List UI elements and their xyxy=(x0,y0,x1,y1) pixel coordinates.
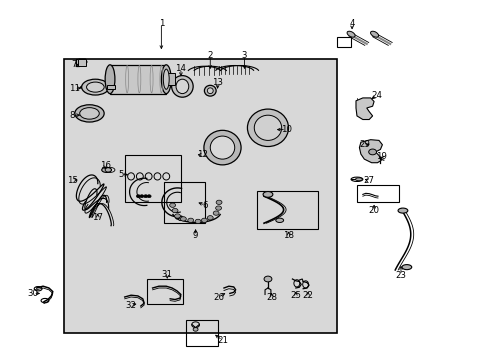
Ellipse shape xyxy=(254,115,281,140)
Ellipse shape xyxy=(80,108,99,119)
Bar xyxy=(337,37,350,47)
Ellipse shape xyxy=(201,218,207,222)
Text: 7: 7 xyxy=(71,60,77,69)
Ellipse shape xyxy=(180,217,186,221)
Text: 5: 5 xyxy=(118,170,124,179)
Text: 26: 26 xyxy=(213,292,224,302)
Text: 12: 12 xyxy=(197,150,208,159)
Text: 32: 32 xyxy=(125,301,136,310)
Polygon shape xyxy=(355,98,373,120)
Ellipse shape xyxy=(178,216,183,221)
Text: 27: 27 xyxy=(363,176,374,185)
Text: 14: 14 xyxy=(175,64,186,73)
Text: 13: 13 xyxy=(212,78,223,87)
Ellipse shape xyxy=(143,195,147,198)
Text: 25: 25 xyxy=(290,292,301,300)
Bar xyxy=(124,155,181,202)
Ellipse shape xyxy=(136,195,140,198)
Ellipse shape xyxy=(397,208,407,213)
Ellipse shape xyxy=(216,200,222,204)
Text: 18: 18 xyxy=(283,231,293,240)
Ellipse shape xyxy=(370,31,378,37)
Ellipse shape xyxy=(169,203,175,207)
Ellipse shape xyxy=(75,105,104,122)
Bar xyxy=(163,182,205,223)
Ellipse shape xyxy=(401,265,411,270)
Ellipse shape xyxy=(264,276,271,282)
Text: 23: 23 xyxy=(395,271,406,280)
Text: 4: 4 xyxy=(348,19,354,28)
Ellipse shape xyxy=(368,149,376,155)
Ellipse shape xyxy=(204,85,216,96)
Ellipse shape xyxy=(105,65,115,94)
Ellipse shape xyxy=(213,211,219,215)
Ellipse shape xyxy=(187,218,193,222)
Bar xyxy=(256,191,317,229)
Text: 15: 15 xyxy=(67,176,78,185)
Text: 31: 31 xyxy=(162,270,172,279)
Bar xyxy=(106,85,115,89)
Text: 3: 3 xyxy=(241,51,247,60)
Text: 1: 1 xyxy=(158,19,164,28)
Bar xyxy=(166,73,175,85)
Text: 29: 29 xyxy=(358,140,369,149)
Ellipse shape xyxy=(147,195,151,198)
Ellipse shape xyxy=(275,218,283,222)
Ellipse shape xyxy=(81,79,109,95)
Ellipse shape xyxy=(140,195,143,198)
Ellipse shape xyxy=(195,219,201,224)
Ellipse shape xyxy=(86,82,104,92)
Bar xyxy=(110,65,166,94)
Ellipse shape xyxy=(171,76,193,97)
Ellipse shape xyxy=(102,167,111,172)
Text: 24: 24 xyxy=(370,91,381,100)
Ellipse shape xyxy=(215,206,221,210)
Ellipse shape xyxy=(172,208,178,213)
Text: 20: 20 xyxy=(368,206,379,215)
Ellipse shape xyxy=(161,65,171,94)
Ellipse shape xyxy=(210,136,234,159)
Polygon shape xyxy=(359,140,382,163)
Text: 30: 30 xyxy=(28,289,39,298)
Ellipse shape xyxy=(263,192,272,197)
Text: 9: 9 xyxy=(193,231,198,240)
Ellipse shape xyxy=(247,109,288,147)
Text: 6: 6 xyxy=(202,201,208,210)
Text: 21: 21 xyxy=(217,336,227,345)
Ellipse shape xyxy=(207,216,213,220)
Ellipse shape xyxy=(163,69,169,89)
Text: 11: 11 xyxy=(69,84,80,93)
Ellipse shape xyxy=(174,214,180,218)
Ellipse shape xyxy=(355,178,362,181)
Ellipse shape xyxy=(207,88,213,94)
Ellipse shape xyxy=(346,31,354,37)
Text: 19: 19 xyxy=(375,152,386,161)
Ellipse shape xyxy=(175,216,179,219)
Bar xyxy=(185,320,217,346)
Ellipse shape xyxy=(193,328,198,331)
Bar xyxy=(146,279,183,304)
Text: 10: 10 xyxy=(280,125,291,134)
Bar xyxy=(78,59,86,66)
Ellipse shape xyxy=(203,130,241,165)
Text: 2: 2 xyxy=(207,51,213,60)
Ellipse shape xyxy=(176,79,188,94)
Text: 16: 16 xyxy=(100,161,110,170)
Text: 17: 17 xyxy=(92,213,103,222)
Bar xyxy=(63,59,337,333)
Text: 22: 22 xyxy=(302,292,313,300)
Text: 28: 28 xyxy=(265,292,276,302)
Bar xyxy=(356,185,398,202)
Text: 8: 8 xyxy=(69,111,75,120)
